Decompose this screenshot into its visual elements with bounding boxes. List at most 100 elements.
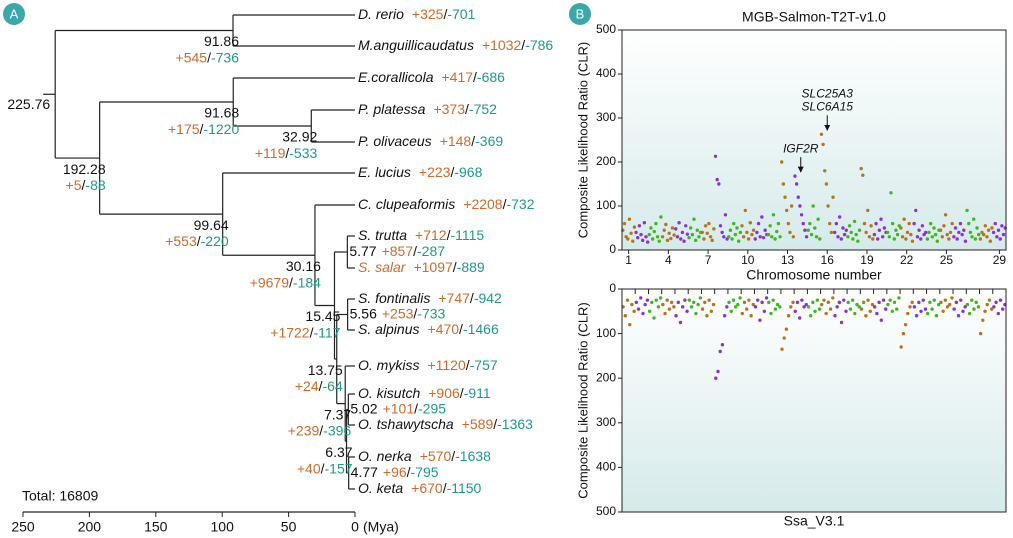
snp-point <box>796 195 800 199</box>
snp-point <box>890 309 895 313</box>
snp-point <box>727 300 731 305</box>
snp-point <box>847 224 852 228</box>
snp-point <box>804 235 809 239</box>
snp-point <box>818 237 822 241</box>
snp-point <box>849 230 853 235</box>
loss: -701 <box>447 6 475 22</box>
snp-point <box>808 314 813 318</box>
snp-point <box>718 224 723 228</box>
snp-point <box>647 309 652 313</box>
snp-point <box>952 235 956 239</box>
snp-point <box>676 300 680 305</box>
panel-badge <box>569 3 591 25</box>
gain: +373 <box>433 101 465 117</box>
snp-point <box>899 345 903 349</box>
loss: -64 <box>323 378 343 394</box>
taxon-name: O. keta <box>358 480 403 496</box>
snp-point <box>954 300 959 305</box>
snp-point <box>664 222 668 227</box>
snp-point <box>973 237 978 241</box>
snp-point <box>791 300 795 305</box>
snp-point <box>692 300 696 305</box>
snp-point <box>798 204 802 208</box>
snp-point <box>852 219 857 224</box>
node-gain-loss: +545/-736 <box>176 49 240 65</box>
x-tick-label: 29 <box>993 253 1007 267</box>
snp-point <box>895 307 899 311</box>
snp-point <box>822 298 826 302</box>
snp-point <box>652 316 656 320</box>
snp-point <box>857 305 861 309</box>
snp-point <box>801 221 805 226</box>
snp-point <box>908 305 912 309</box>
snp-point <box>674 227 678 231</box>
snp-point <box>892 237 896 241</box>
loss: -295 <box>418 400 446 416</box>
x-tick-label: 25 <box>940 253 954 267</box>
snp-point <box>768 224 772 228</box>
separator: / <box>414 400 418 416</box>
snp-point <box>815 298 820 302</box>
snp-point <box>924 230 928 235</box>
snp-point <box>950 296 954 300</box>
snp-point <box>963 305 967 309</box>
snp-point <box>750 232 754 237</box>
snp-point <box>914 208 918 213</box>
taxon-label: C. clupeaformis +2208/-732 <box>358 196 535 212</box>
snp-point <box>985 235 989 239</box>
taxon-label: P. olivaceus +148/-369 <box>358 133 503 149</box>
node-age: 4.77 <box>351 464 378 480</box>
snp-point <box>656 305 661 309</box>
snp-point <box>943 298 948 302</box>
snp-point <box>632 309 636 313</box>
gain: +101 <box>383 400 415 416</box>
gain: +747 <box>438 290 470 306</box>
snp-point <box>629 231 633 235</box>
snp-point <box>955 237 959 241</box>
separator: / <box>200 121 204 137</box>
taxon-label: S. alpinus +470/-1466 <box>358 321 499 337</box>
snp-point <box>912 305 917 309</box>
gain: +670 <box>411 480 443 496</box>
gain: +1722 <box>270 324 310 340</box>
snp-point <box>927 230 931 235</box>
node-label: 4.77 +96/-795 <box>351 464 439 480</box>
snp-point <box>687 298 692 302</box>
gene-annotation: SLC25A3 <box>802 86 854 100</box>
snp-point <box>725 305 729 309</box>
y-tick-label: 200 <box>596 370 616 384</box>
x-tick-label: 4 <box>665 253 672 267</box>
gene-annotation: IGF2R <box>783 141 819 155</box>
snp-point <box>692 217 696 221</box>
snp-point <box>844 309 848 313</box>
snp-point <box>636 235 640 240</box>
gain: +857 <box>382 243 414 259</box>
snp-point <box>784 208 789 213</box>
snp-point <box>824 311 828 316</box>
node-gain-loss: +119/-533 <box>255 145 318 161</box>
snp-point <box>957 230 961 235</box>
snp-point <box>889 191 893 195</box>
gain: +9679 <box>250 274 290 290</box>
node-gain-loss: +239/-396 <box>288 422 352 438</box>
snp-point <box>833 314 837 318</box>
snp-point <box>875 311 879 316</box>
snp-point <box>920 224 925 228</box>
snp-point <box>884 307 888 311</box>
snp-point <box>803 228 807 232</box>
snp-point <box>985 302 989 307</box>
snp-point <box>859 166 863 171</box>
snp-point <box>806 228 810 232</box>
node-gain-loss: +553/-220 <box>165 233 229 249</box>
snp-point <box>669 236 673 241</box>
snp-point <box>897 296 901 300</box>
snp-point <box>778 235 782 239</box>
taxon-label: O. keta +670/-1150 <box>358 480 482 496</box>
taxon-name: S. salar <box>358 259 407 275</box>
gain: +1120 <box>427 357 465 373</box>
snp-point <box>657 239 661 243</box>
loss: -396 <box>323 422 351 438</box>
separator: / <box>443 6 447 22</box>
snp-point <box>738 296 742 300</box>
snp-point <box>756 298 760 302</box>
